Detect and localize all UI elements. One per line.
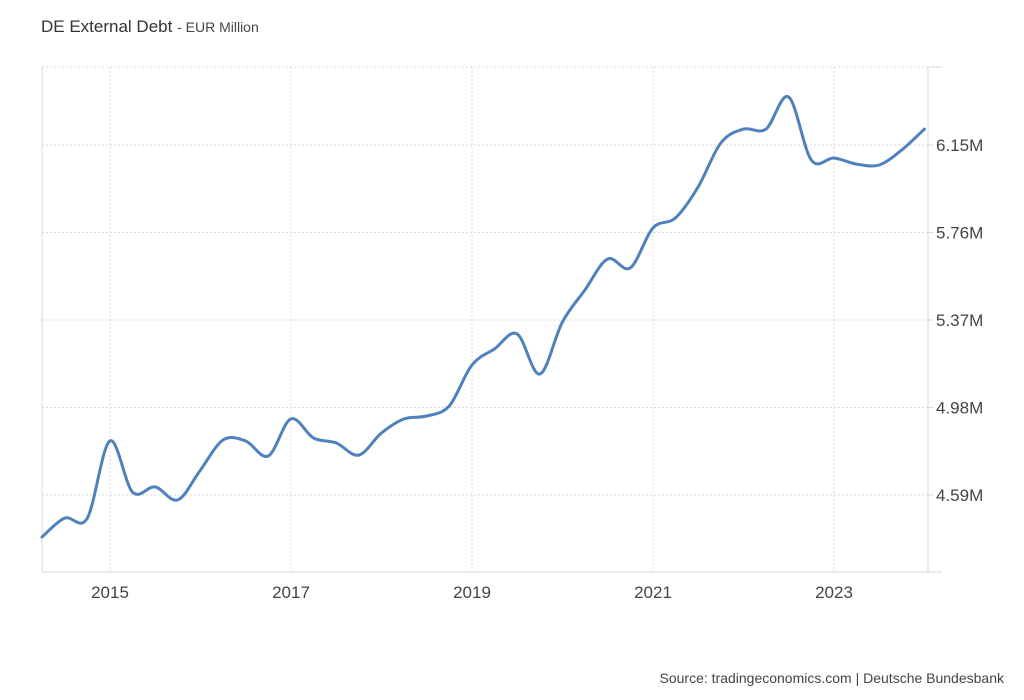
x-axis-label: 2019 [453,583,491,602]
source-attribution: Source: tradingeconomics.com | Deutsche … [659,670,1005,686]
y-axis-labels: 4.59M 4.98M 5.37M 5.76M 6.15M [936,136,983,505]
x-axis-label: 2023 [815,583,853,602]
axes [41,66,942,573]
chart-title-main: DE External Debt [41,17,173,36]
y-axis-label: 5.76M [936,224,983,243]
y-axis-label: 4.98M [936,399,983,418]
x-axis-labels: 2015 2017 2019 2021 2023 [91,583,853,602]
x-axis-label: 2017 [272,583,310,602]
x-axis-label: 2021 [634,583,672,602]
grid-lines [42,66,928,572]
y-axis-label: 5.37M [936,311,983,330]
series-line [40,95,926,539]
chart-title-unit: - EUR Million [177,19,259,35]
chart-title: DE External Debt - EUR Million [41,17,259,37]
y-axis-label: 6.15M [936,136,983,155]
y-axis-label: 4.59M [936,486,983,505]
x-axis-label: 2015 [91,583,129,602]
